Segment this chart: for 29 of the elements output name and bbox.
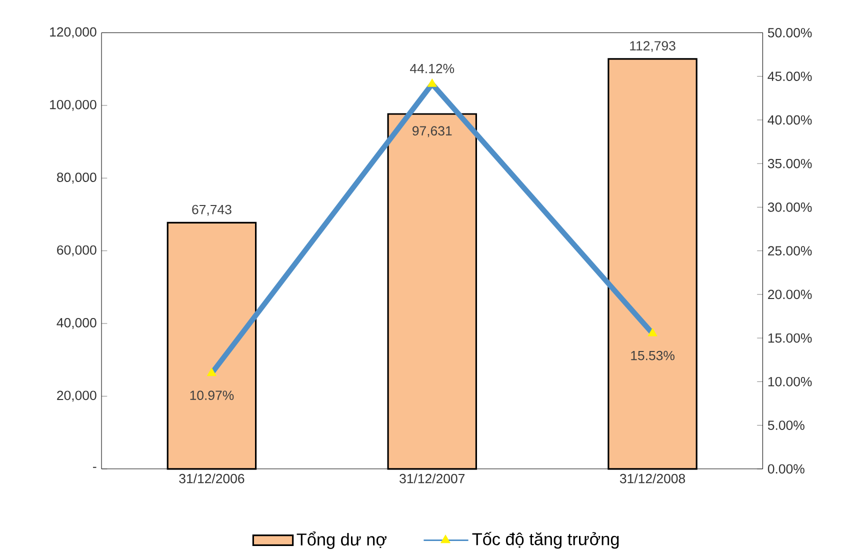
y-tick-label: 80,000 [57, 172, 96, 184]
y2-tick-label: 0.00% [768, 464, 804, 474]
data-label: 97,631 [412, 126, 452, 138]
x-tick-label: 31/12/2008 [620, 473, 686, 484]
y-tick-label: 40,000 [56, 318, 96, 329]
legend-label: Tổng dư nợ [296, 531, 386, 549]
y-tick-label: 20,000 [57, 390, 96, 402]
data-label: 112,793 [630, 41, 676, 52]
y2-tick-label: 25.00% [768, 246, 812, 256]
y-tick-label: 100,000 [50, 100, 96, 111]
data-label: 15.53% [631, 350, 674, 360]
y-tick-label: 120,000 [50, 27, 96, 38]
data-label: 67,743 [192, 204, 232, 216]
data-label: 10.97% [190, 390, 234, 400]
y2-tick-label: 5.00% [768, 420, 804, 430]
y-tick-label: - [93, 466, 96, 468]
y2-tick-label: 10.00% [768, 376, 812, 386]
y2-tick-label: 15.00% [768, 333, 812, 343]
y2-tick-label: 50.00% [768, 28, 812, 38]
x-tick-label: 31/12/2006 [179, 473, 244, 484]
y-tick-label: 60,000 [57, 245, 96, 256]
legend-label: Tốc độ tăng trưởng [472, 532, 619, 549]
y2-tick-label: 40.00% [768, 115, 812, 125]
y2-tick-label: 35.00% [768, 158, 812, 168]
data-label: 44.12% [410, 64, 454, 74]
y2-tick-label: 30.00% [768, 202, 812, 212]
y2-tick-label: 45.00% [768, 72, 812, 81]
y2-tick-label: 20.00% [768, 290, 812, 300]
x-tick-label: 31/12/2007 [400, 473, 465, 484]
